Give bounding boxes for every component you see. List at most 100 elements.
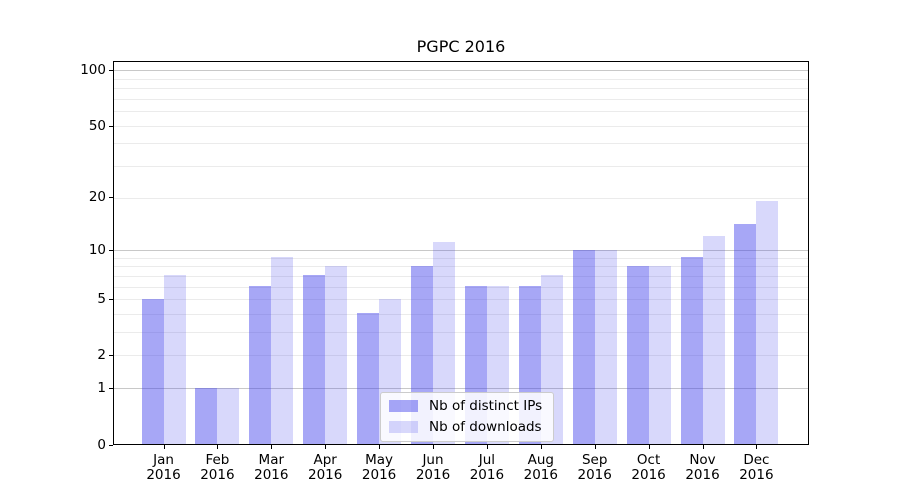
ylabel-1: 1	[97, 380, 106, 396]
xlabel-jun: Jun 2016	[405, 453, 461, 483]
legend: Nb of distinct IPs Nb of downloads	[380, 392, 555, 442]
xlabel-aug: Aug 2016	[513, 453, 569, 483]
xtick-apr	[325, 444, 327, 449]
xlabel-month-jul: Jul	[478, 452, 496, 468]
legend-item-distinct-ips: Nb of distinct IPs	[389, 398, 542, 414]
bar-feb-distinct-ips	[195, 387, 218, 444]
xlabel-year-jun: 2016	[415, 467, 451, 483]
bar-sep-downloads	[594, 249, 617, 444]
gridline-5	[114, 299, 808, 301]
gridline-8	[114, 266, 808, 268]
bar-dec-distinct-ips	[734, 224, 757, 444]
xlabel-month-dec: Dec	[743, 452, 770, 468]
gridline-9	[114, 257, 808, 259]
xlabel-year-sep: 2016	[577, 467, 612, 483]
gridline-80	[114, 88, 808, 89]
bar-mar-distinct-ips	[249, 286, 272, 444]
xlabel-month-jun: Jun	[422, 452, 444, 468]
bar-nov-distinct-ips	[680, 257, 703, 444]
ytick-10	[109, 250, 113, 251]
ytick-50	[109, 126, 113, 127]
gridline-70	[114, 98, 808, 100]
legend-swatch-downloads	[389, 421, 418, 433]
xlabel-apr: Apr 2016	[297, 453, 353, 483]
xlabel-month-may: May	[365, 452, 394, 468]
xlabel-oct: Oct 2016	[621, 453, 677, 483]
xlabel-nov: Nov 2016	[675, 453, 731, 483]
ytick-2	[109, 355, 113, 356]
xlabel-month-feb: Feb	[205, 452, 230, 468]
bar-may-distinct-ips	[357, 313, 380, 444]
gridline-2	[114, 355, 808, 357]
xtick-aug	[540, 444, 542, 449]
xlabel-mar: Mar 2016	[243, 453, 299, 483]
xlabel-year-nov: 2016	[685, 467, 720, 483]
ytick-1	[109, 388, 113, 389]
xtick-sep	[594, 444, 596, 449]
ylabel-50: 50	[88, 118, 106, 134]
ylabel-5: 5	[97, 291, 106, 307]
xtick-jan	[163, 444, 165, 449]
gridline-40	[114, 143, 808, 145]
xlabel-month-aug: Aug	[527, 452, 554, 468]
xlabel-month-jan: Jan	[153, 452, 174, 468]
ytick-5	[109, 299, 113, 300]
xlabel-month-apr: Apr	[313, 452, 337, 468]
legend-label-downloads: Nb of downloads	[429, 419, 542, 435]
xtick-feb	[217, 444, 219, 449]
ytick-20	[109, 197, 113, 198]
xlabel-year-oct: 2016	[631, 467, 666, 483]
xlabel-year-dec: 2016	[739, 467, 774, 483]
legend-swatch-distinct-ips	[389, 400, 418, 412]
xlabel-may: May 2016	[351, 453, 407, 483]
ytick-0	[109, 445, 113, 446]
gridline-3	[114, 332, 808, 333]
xlabel-sep: Sep 2016	[567, 453, 623, 483]
xtick-oct	[648, 444, 650, 449]
gridline-10	[114, 250, 808, 251]
bar-feb-downloads	[217, 387, 240, 444]
bar-oct-downloads	[648, 265, 671, 444]
gridline-30	[114, 165, 808, 167]
xtick-nov	[702, 444, 704, 449]
ylabel-2: 2	[97, 347, 106, 363]
legend-label-distinct-ips: Nb of distinct IPs	[429, 398, 543, 414]
bar-jan-distinct-ips	[141, 298, 164, 444]
xlabel-month-oct: Oct	[636, 452, 661, 468]
gridline-1	[114, 388, 808, 390]
ylabel-20: 20	[88, 189, 106, 205]
gridline-7	[114, 275, 808, 277]
xlabel-year-feb: 2016	[200, 467, 235, 483]
xlabel-month-mar: Mar	[258, 452, 285, 468]
xlabel-month-sep: Sep	[581, 452, 608, 468]
bar-jan-downloads	[163, 275, 186, 444]
xtick-mar	[271, 444, 273, 449]
gridline-100	[114, 70, 808, 72]
xlabel-dec: Dec 2016	[728, 453, 784, 483]
ylabel-10: 10	[88, 242, 106, 258]
plot-area	[113, 61, 809, 445]
legend-item-downloads: Nb of downloads	[389, 419, 542, 435]
ylabel-100: 100	[80, 62, 106, 78]
bar-oct-distinct-ips	[626, 265, 649, 444]
bar-apr-downloads	[325, 265, 348, 444]
gridline-50	[114, 125, 808, 127]
chart-title: PGPC 2016	[416, 37, 506, 56]
gridline-90	[114, 78, 808, 80]
bar-mar-downloads	[271, 257, 294, 444]
ylabel-0: 0	[97, 437, 106, 453]
bar-apr-distinct-ips	[303, 275, 326, 444]
xlabel-year-mar: 2016	[254, 467, 289, 483]
xtick-dec	[756, 444, 758, 449]
xlabel-year-jan: 2016	[146, 467, 181, 483]
xlabel-year-may: 2016	[361, 467, 397, 483]
ytick-100	[109, 70, 113, 71]
gridline-60	[114, 111, 808, 112]
gridline-20	[114, 197, 808, 199]
bar-nov-downloads	[702, 235, 725, 444]
xlabel-jan: Jan 2016	[136, 453, 192, 483]
gridline-4	[114, 313, 808, 315]
xlabel-year-aug: 2016	[523, 467, 558, 483]
xlabel-year-apr: 2016	[308, 467, 343, 483]
